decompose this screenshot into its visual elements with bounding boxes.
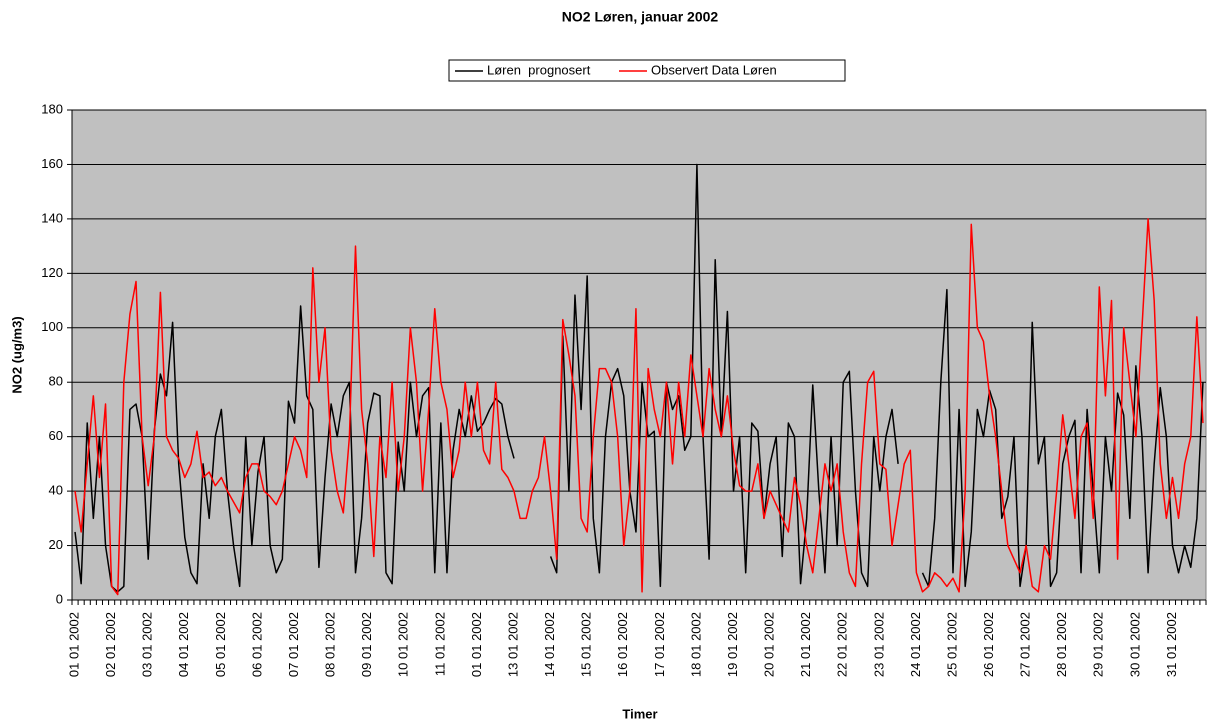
y-tick-label: 80 (49, 374, 63, 389)
y-tick-label: 160 (41, 156, 63, 171)
y-tick-label: 180 (41, 101, 63, 116)
y-tick-label: 0 (56, 591, 63, 606)
x-tick-label: 23 01 2002 (871, 612, 886, 677)
x-tick-label: 01 01 2002 (469, 612, 484, 677)
x-tick-label: 19 01 2002 (725, 612, 740, 677)
legend-label: Observert Data Løren (651, 62, 777, 77)
x-tick-label: 06 01 2002 (249, 612, 264, 677)
x-tick-label: 25 01 2002 (944, 612, 959, 677)
x-tick-label: 24 01 2002 (908, 612, 923, 677)
x-tick-label: 15 01 2002 (579, 612, 594, 677)
x-tick-label: 10 01 2002 (396, 612, 411, 677)
legend-label: Løren prognosert (487, 62, 591, 77)
y-tick-label: 100 (41, 319, 63, 334)
x-tick-label: 09 01 2002 (359, 612, 374, 677)
x-tick-label: 02 01 2002 (103, 612, 118, 677)
x-axis-label: Timer (622, 706, 657, 721)
x-tick-label: 17 01 2002 (652, 612, 667, 677)
x-tick-label: 31 01 2002 (1164, 612, 1179, 677)
x-tick-label: 29 01 2002 (1091, 612, 1106, 677)
x-tick-label: 07 01 2002 (286, 612, 301, 677)
x-tick-label: 20 01 2002 (762, 612, 777, 677)
y-tick-label: 40 (49, 483, 63, 498)
series-line (74, 163, 1204, 593)
x-tick-label: 30 01 2002 (1127, 612, 1142, 677)
x-tick-label: 18 01 2002 (688, 612, 703, 677)
x-tick-label: 27 01 2002 (1018, 612, 1033, 677)
x-tick-label: 04 01 2002 (176, 612, 191, 677)
x-tick-label: 01 01 2002 (66, 612, 81, 677)
x-tick-label: 05 01 2002 (213, 612, 228, 677)
chart-title: NO2 Løren, januar 2002 (562, 9, 719, 25)
y-tick-label: 20 (49, 537, 63, 552)
y-axis-label: NO2 (ug/m3) (9, 316, 24, 393)
x-tick-label: 13 01 2002 (505, 612, 520, 677)
x-tick-label: 14 01 2002 (542, 612, 557, 677)
series-line (74, 218, 1204, 596)
x-tick-label: 21 01 2002 (798, 612, 813, 677)
x-tick-label: 11 01 2002 (432, 612, 447, 676)
x-tick-label: 08 01 2002 (323, 612, 338, 677)
y-tick-label: 60 (49, 428, 63, 443)
y-tick-label: 120 (41, 265, 63, 280)
x-tick-label: 16 01 2002 (615, 612, 630, 677)
x-tick-label: 28 01 2002 (1054, 612, 1069, 677)
legend: Løren prognosert Observert Data Løren (448, 59, 846, 82)
y-tick-label: 140 (41, 210, 63, 225)
x-tick-label: 03 01 2002 (140, 612, 155, 677)
x-tick-label: 22 01 2002 (835, 612, 850, 677)
x-tick-label: 26 01 2002 (981, 612, 996, 677)
